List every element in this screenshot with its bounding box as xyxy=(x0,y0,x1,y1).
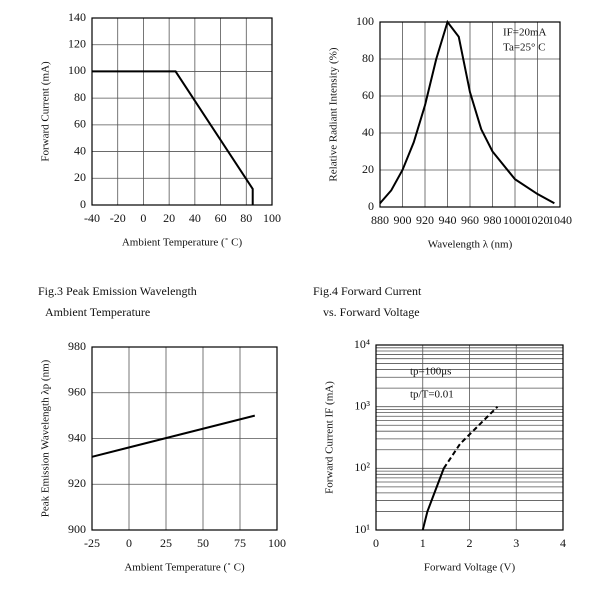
y-tick-label: 10¹ xyxy=(354,522,370,536)
chart: 900 920 940 960 980 -25 0 25 50 75 100 Ambient Temp… xyxy=(38,284,286,574)
chart-title: Fig.3 Peak Emission Wavelength xyxy=(38,284,197,298)
plot-frame xyxy=(379,21,561,208)
x-tick-label: 0 xyxy=(126,536,132,550)
y-tick-label: 40 xyxy=(362,125,374,139)
chart-title: Fig.4 Forward Current xyxy=(313,284,422,298)
y-tick-label: 0 xyxy=(368,199,374,213)
y-tick-label: 100 xyxy=(356,14,374,28)
x-tick-label: 75 xyxy=(234,536,246,550)
y-tick-label: 0 xyxy=(80,197,86,211)
x-tick-label: 980 xyxy=(484,213,502,227)
y-axis-label: Relative Radiant Intensity (%) xyxy=(328,47,340,181)
x-tick-label: 900 xyxy=(394,213,412,227)
x-tick-label: -20 xyxy=(110,211,126,225)
data-line xyxy=(91,414,256,458)
annotation: Ta=25° C xyxy=(503,42,546,54)
x-tick-label: 0 xyxy=(140,211,146,225)
x-tick-label: 1 xyxy=(420,536,426,550)
y-axis-label: Forward Current IF (mA) xyxy=(324,381,336,494)
y-tick-label: 960 xyxy=(68,385,86,399)
x-axis-label: Wavelength λ (nm) xyxy=(428,239,513,251)
annotation: tp=100μs xyxy=(410,366,451,378)
x-tick-label: 960 xyxy=(461,213,479,227)
chart-subtitle: Ambient Temperature xyxy=(45,305,150,319)
data-line xyxy=(421,467,445,531)
y-tick-label: 140 xyxy=(68,10,86,24)
y-tick-label: 100 xyxy=(68,63,86,77)
x-tick-label: 100 xyxy=(263,211,281,225)
y-tick-label: 80 xyxy=(74,90,86,104)
y-axis-label: Forward Current (mA) xyxy=(40,61,52,162)
x-tick-label: 940 xyxy=(439,213,457,227)
plot-frame xyxy=(91,17,273,206)
x-tick-label: 2 xyxy=(467,536,473,550)
y-tick-label: 20 xyxy=(74,170,86,184)
y-tick-label: 10³ xyxy=(354,398,370,412)
annotation: tp/T=0.01 xyxy=(410,389,454,401)
y-tick-label: 10² xyxy=(354,460,370,474)
x-tick-label: 1020 xyxy=(526,213,550,227)
y-tick-label: 940 xyxy=(68,430,86,444)
x-tick-label: -40 xyxy=(84,211,100,225)
y-tick-label: 920 xyxy=(68,476,86,490)
x-axis-label: Forward Voltage (V) xyxy=(424,562,516,574)
y-tick-label: 20 xyxy=(362,162,374,176)
x-tick-label: 4 xyxy=(560,536,566,550)
x-tick-label: 880 xyxy=(371,213,389,227)
x-tick-label: 40 xyxy=(189,211,201,225)
x-tick-label: 3 xyxy=(513,536,519,550)
y-tick-label: 900 xyxy=(68,522,86,536)
data-line xyxy=(92,70,254,205)
chart: 10¹ 10² 10³ 10⁴ 0 1 2 3 4 Forward Voltage (V) Forw… xyxy=(313,284,566,574)
chart: 0 20 40 60 80 100 120 140 -40 -20 0 20 40 60 80 100 Ambi… xyxy=(40,10,281,249)
y-tick-label: 40 xyxy=(74,143,86,157)
plot-frame xyxy=(375,344,564,531)
x-tick-label: 50 xyxy=(197,536,209,550)
x-tick-label: 920 xyxy=(416,213,434,227)
y-tick-label: 60 xyxy=(74,117,86,131)
y-tick-label: 60 xyxy=(362,88,374,102)
x-tick-label: 1040 xyxy=(548,213,572,227)
chart-subtitle: vs. Forward Voltage xyxy=(323,305,420,319)
x-tick-label: 0 xyxy=(373,536,379,550)
x-tick-label: 20 xyxy=(163,211,175,225)
x-tick-label: 80 xyxy=(240,211,252,225)
chart: 0 20 40 60 80 100 880 900 920 940 960 980 1000102010… xyxy=(328,14,572,251)
x-tick-label: 1000 xyxy=(503,213,527,227)
y-tick-label: 980 xyxy=(68,339,86,353)
x-tick-label: 60 xyxy=(215,211,227,225)
x-axis-label: Ambient Temperature (˚ C) xyxy=(122,237,243,249)
y-tick-label: 120 xyxy=(68,36,86,50)
x-axis-label: Ambient Temperature (˚ C) xyxy=(124,562,245,574)
plot-frame xyxy=(91,346,278,531)
data-line xyxy=(379,19,555,205)
y-axis-label: Peak Emission Wavelength λp (nm) xyxy=(40,359,52,517)
x-tick-label: -25 xyxy=(84,536,100,550)
y-tick-label: 80 xyxy=(362,51,374,65)
x-tick-label: 100 xyxy=(268,536,286,550)
x-tick-label: 25 xyxy=(160,536,172,550)
annotation: IF=20mA xyxy=(503,27,547,39)
y-tick-label: 10⁴ xyxy=(354,337,370,351)
data-line xyxy=(442,405,499,469)
